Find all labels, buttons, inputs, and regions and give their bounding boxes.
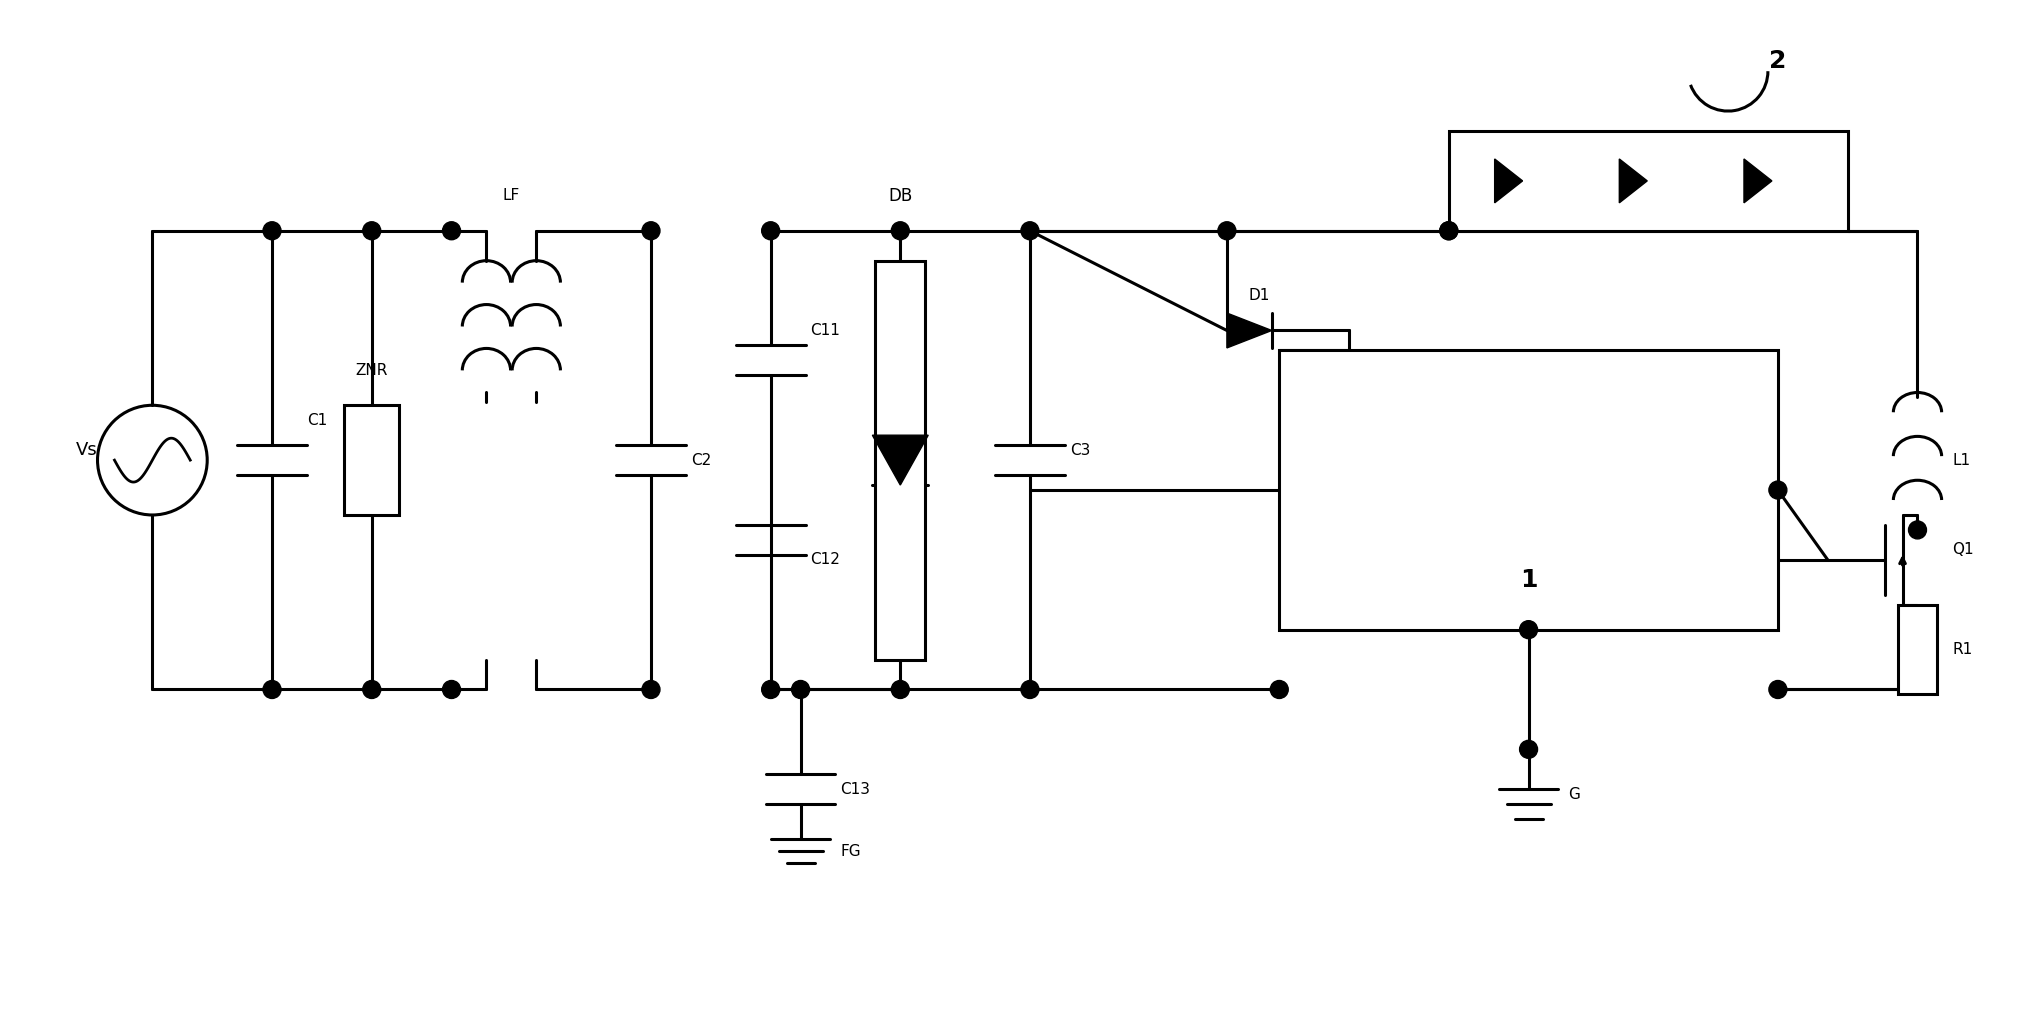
Circle shape: [442, 222, 460, 239]
Text: Q1: Q1: [1951, 542, 1974, 558]
Circle shape: [1770, 481, 1786, 499]
Bar: [1897, 605, 1937, 695]
Circle shape: [892, 222, 910, 239]
Circle shape: [1520, 621, 1538, 638]
Circle shape: [442, 681, 460, 699]
Text: C3: C3: [1070, 442, 1090, 458]
Bar: [876, 261, 924, 660]
Circle shape: [1439, 222, 1457, 239]
Text: C11: C11: [811, 323, 839, 338]
Text: 1: 1: [1520, 568, 1538, 592]
Circle shape: [262, 681, 281, 699]
Text: Vs: Vs: [77, 441, 97, 460]
Text: L1: L1: [1951, 452, 1970, 468]
Text: D1: D1: [1249, 288, 1269, 303]
Text: FG: FG: [839, 843, 862, 858]
Polygon shape: [872, 435, 928, 485]
Polygon shape: [1495, 159, 1524, 203]
Text: R1: R1: [1951, 642, 1974, 658]
Text: C13: C13: [839, 782, 870, 797]
Polygon shape: [1744, 159, 1772, 203]
Circle shape: [1269, 681, 1287, 699]
Circle shape: [791, 681, 809, 699]
Text: LF: LF: [502, 188, 521, 203]
Circle shape: [363, 222, 381, 239]
Circle shape: [262, 222, 281, 239]
Circle shape: [642, 222, 660, 239]
Circle shape: [761, 222, 779, 239]
Polygon shape: [1227, 313, 1271, 347]
Circle shape: [1520, 740, 1538, 759]
Text: ZNR: ZNR: [355, 363, 387, 378]
Text: C12: C12: [811, 552, 839, 568]
Text: DB: DB: [888, 187, 912, 205]
Circle shape: [1770, 681, 1786, 699]
Bar: [1279, 350, 1778, 629]
Circle shape: [1021, 681, 1039, 699]
Bar: [1449, 131, 1848, 230]
Text: 2: 2: [1770, 49, 1786, 73]
Polygon shape: [1618, 159, 1647, 203]
Circle shape: [1021, 222, 1039, 239]
Text: G: G: [1568, 787, 1580, 802]
Circle shape: [892, 681, 910, 699]
Circle shape: [642, 681, 660, 699]
Text: C2: C2: [690, 452, 710, 468]
Circle shape: [363, 681, 381, 699]
Circle shape: [1909, 521, 1927, 539]
Text: C1: C1: [307, 413, 327, 427]
Circle shape: [1219, 222, 1235, 239]
Circle shape: [761, 681, 779, 699]
Circle shape: [1439, 222, 1457, 239]
Bar: [345, 405, 400, 515]
